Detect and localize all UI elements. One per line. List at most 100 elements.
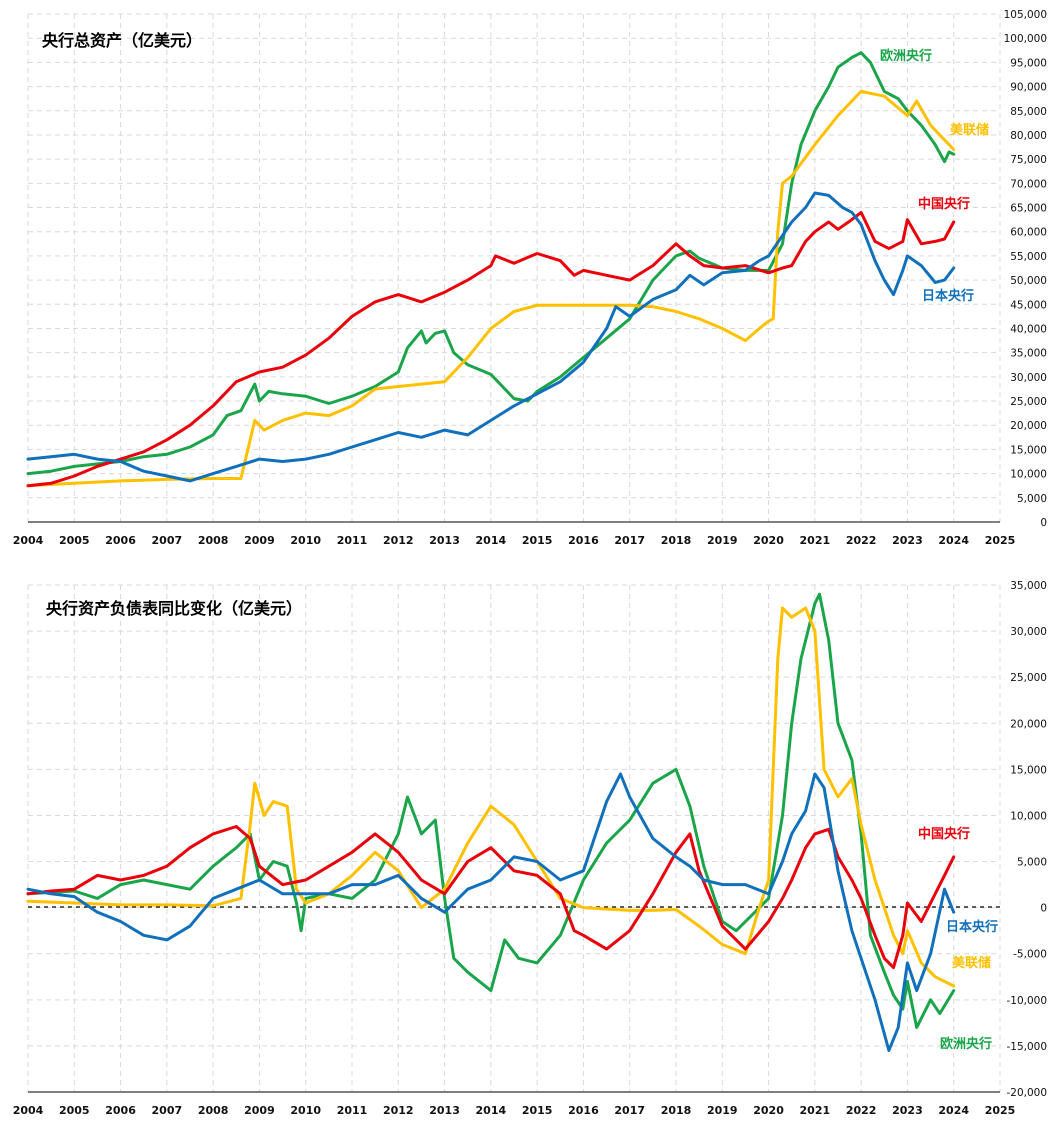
x-tick-label: 2004 bbox=[13, 534, 44, 547]
x-tick-label: 2017 bbox=[614, 1104, 645, 1117]
y-tick-label: 55,000 bbox=[1010, 251, 1047, 263]
x-tick-label: 2020 bbox=[753, 534, 784, 547]
x-tick-label: 2024 bbox=[938, 534, 969, 547]
x-tick-label: 2011 bbox=[337, 534, 368, 547]
y-tick-label: 15,000 bbox=[1010, 764, 1047, 776]
x-tick-label: 2021 bbox=[800, 534, 831, 547]
x-tick-label: 2019 bbox=[707, 1104, 738, 1117]
x-tick-label: 2016 bbox=[568, 1104, 599, 1117]
bottom-chart-title: 央行资产负债表同比变化（亿美元） bbox=[46, 599, 302, 618]
x-tick-label: 2017 bbox=[614, 534, 645, 547]
y-tick-label: -10,000 bbox=[1006, 995, 1047, 1007]
y-tick-label: 20,000 bbox=[1010, 420, 1047, 432]
label-ecb: 欧洲央行 bbox=[880, 48, 932, 64]
series-line-pboc bbox=[26, 825, 956, 970]
y-tick-label: 45,000 bbox=[1010, 299, 1047, 311]
x-tick-label: 2022 bbox=[846, 534, 877, 547]
y-tick-label: 10,000 bbox=[1010, 469, 1047, 481]
top-series bbox=[26, 51, 956, 488]
series-line-fed bbox=[26, 606, 956, 988]
x-tick-label: 2018 bbox=[661, 1104, 692, 1117]
x-tick-label: 2024 bbox=[938, 1104, 969, 1117]
y-tick-label: 35,000 bbox=[1010, 580, 1047, 592]
y-tick-label: 75,000 bbox=[1010, 154, 1047, 166]
top-gridlines bbox=[27, 13, 1001, 523]
y-tick-label: 35,000 bbox=[1010, 348, 1047, 360]
label-fed: 美联储 bbox=[952, 955, 991, 971]
y-tick-label: 5,000 bbox=[1017, 857, 1047, 869]
y-tick-label: 15,000 bbox=[1010, 444, 1047, 456]
y-tick-label: 20,000 bbox=[1010, 718, 1047, 730]
x-tick-label: 2020 bbox=[753, 1104, 784, 1117]
label-pboc: 中国央行 bbox=[918, 196, 970, 212]
x-tick-label: 2005 bbox=[59, 1104, 90, 1117]
x-tick-label: 2014 bbox=[476, 534, 507, 547]
x-tick-label: 2023 bbox=[892, 534, 923, 547]
x-tick-label: 2012 bbox=[383, 1104, 414, 1117]
label-ecb: 欧洲央行 bbox=[940, 1036, 992, 1052]
x-tick-label: 2012 bbox=[383, 534, 414, 547]
x-tick-label: 2004 bbox=[13, 1104, 44, 1117]
y-tick-label: 5,000 bbox=[1017, 493, 1047, 505]
x-tick-label: 2019 bbox=[707, 534, 738, 547]
y-tick-label: 0 bbox=[1040, 903, 1047, 915]
y-tick-label: 50,000 bbox=[1010, 275, 1047, 287]
y-tick-label: 105,000 bbox=[1004, 9, 1047, 21]
y-tick-label: 60,000 bbox=[1010, 227, 1047, 239]
x-tick-label: 2010 bbox=[290, 1104, 321, 1117]
x-tick-label: 2015 bbox=[522, 534, 553, 547]
y-tick-label: 0 bbox=[1040, 517, 1047, 529]
x-tick-label: 2018 bbox=[661, 534, 692, 547]
series-line-ecb bbox=[26, 592, 956, 1029]
y-tick-label: 95,000 bbox=[1010, 57, 1047, 69]
y-tick-label: 30,000 bbox=[1010, 372, 1047, 384]
x-tick-label: 2014 bbox=[476, 1104, 507, 1117]
series-line-ecb bbox=[26, 51, 956, 476]
total-assets-chart: 0 5,000 10,000 15,000 20,000 25,000 30,000 35,0… bbox=[13, 9, 1047, 547]
y-tick-label: 25,000 bbox=[1010, 672, 1047, 684]
y-tick-label: 10,000 bbox=[1010, 810, 1047, 822]
y-tick-label: -15,000 bbox=[1006, 1041, 1047, 1053]
bottom-x-ticks: 2004 2005 2006 2007 2008 2009 2010 2011 2012 2013… bbox=[13, 1104, 1016, 1117]
yoy-change-chart: -20,000 -15,000 -10,000 -5,000 0 5,000 10,000 1… bbox=[13, 580, 1047, 1117]
bottom-series bbox=[26, 592, 956, 1052]
x-tick-label: 2025 bbox=[985, 534, 1016, 547]
series-line-boj bbox=[26, 772, 956, 1052]
y-tick-label: -20,000 bbox=[1006, 1087, 1047, 1099]
y-tick-label: 25,000 bbox=[1010, 396, 1047, 408]
x-tick-label: 2022 bbox=[846, 1104, 877, 1117]
x-tick-label: 2021 bbox=[800, 1104, 831, 1117]
series-line-boj bbox=[26, 191, 956, 483]
bottom-y-ticks: -20,000 -15,000 -10,000 -5,000 0 5,000 10,000 1… bbox=[1006, 580, 1047, 1099]
x-tick-label: 2005 bbox=[59, 534, 90, 547]
y-tick-label: 80,000 bbox=[1010, 130, 1047, 142]
x-tick-label: 2010 bbox=[290, 534, 321, 547]
x-tick-label: 2007 bbox=[152, 534, 183, 547]
label-boj: 日本央行 bbox=[946, 919, 998, 935]
x-tick-label: 2015 bbox=[522, 1104, 553, 1117]
x-tick-label: 2007 bbox=[152, 1104, 183, 1117]
x-tick-label: 2006 bbox=[105, 1104, 136, 1117]
top-y-ticks: 0 5,000 10,000 15,000 20,000 25,000 30,000 35,0… bbox=[1004, 9, 1047, 529]
y-tick-label: -5,000 bbox=[1013, 949, 1047, 961]
y-tick-label: 30,000 bbox=[1010, 626, 1047, 638]
x-tick-label: 2016 bbox=[568, 534, 599, 547]
top-x-ticks: 2004 2005 2006 2007 2008 2009 2010 2011 2012 2013… bbox=[13, 534, 1016, 547]
y-tick-label: 100,000 bbox=[1004, 33, 1047, 45]
y-tick-label: 70,000 bbox=[1010, 178, 1047, 190]
x-tick-label: 2008 bbox=[198, 1104, 229, 1117]
bottom-gridlines bbox=[27, 584, 1001, 1093]
x-tick-label: 2013 bbox=[429, 534, 460, 547]
x-tick-label: 2009 bbox=[244, 1104, 275, 1117]
label-pboc: 中国央行 bbox=[918, 826, 970, 842]
y-tick-label: 90,000 bbox=[1010, 82, 1047, 94]
y-tick-label: 65,000 bbox=[1010, 203, 1047, 215]
top-chart-title: 央行总资产（亿美元） bbox=[42, 31, 202, 50]
y-tick-label: 40,000 bbox=[1010, 323, 1047, 335]
label-fed: 美联储 bbox=[950, 122, 989, 138]
x-tick-label: 2023 bbox=[892, 1104, 923, 1117]
x-tick-label: 2009 bbox=[244, 534, 275, 547]
y-tick-label: 85,000 bbox=[1010, 106, 1047, 118]
x-tick-label: 2006 bbox=[105, 534, 136, 547]
